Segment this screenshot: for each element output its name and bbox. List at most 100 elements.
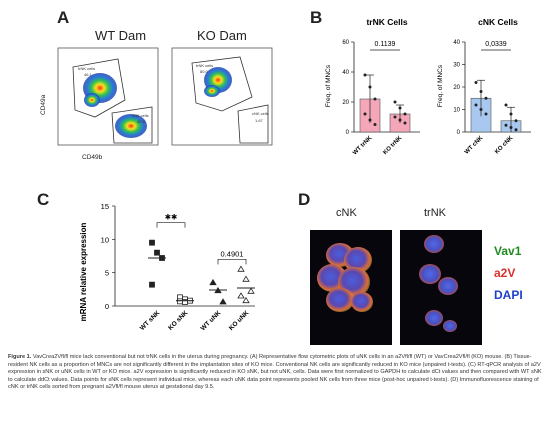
chart-c-ylabel: mRNA relative expression (79, 222, 88, 321)
b1-tick-label: 20 (342, 100, 349, 106)
b2-tick-label: 20 (453, 85, 460, 91)
c-point (219, 298, 227, 305)
panel-a-letter: A (57, 8, 70, 27)
b1-point (368, 118, 372, 122)
b1-pvalue: 0.1139 (375, 41, 396, 48)
c-category-label: WT sNK (139, 309, 162, 332)
ko-flow-plot: trNK cells 80.0 cNK cells 1.67 (171, 47, 273, 146)
b2-point (514, 119, 518, 123)
c-category-label: KO uNK (228, 309, 251, 332)
wt-trnk-gate-label: trNK cells (78, 66, 95, 71)
c-point (242, 275, 250, 282)
c-category-label: KO sNK (167, 309, 190, 332)
ko-cnk-gate-value: 1.67 (255, 118, 264, 123)
b2-point (474, 81, 478, 84)
c-category-label: WT uNK (200, 309, 223, 332)
chart-b1-ylabel: Freq. of MNCs (325, 64, 332, 107)
wt-flow-plot: trNK cells 46.1 cNK cells 42.5 (57, 47, 159, 146)
c-point (149, 239, 155, 246)
b2-tick-label: 10 (453, 108, 460, 114)
b2-point (484, 96, 488, 100)
b2-point (504, 123, 508, 127)
b2-point (504, 103, 508, 107)
b2-pvalue: 0,0339 (485, 41, 507, 48)
c-point (237, 292, 245, 299)
panel-c-letter: C (37, 190, 50, 209)
flow-xlabel: CD49b (82, 154, 103, 161)
flow-plots: trNK cells 46.1 cNK cells 42.5 trNK cell… (40, 47, 273, 161)
c-sig-unk-bracket (217, 258, 247, 265)
b1-tick-label: 60 (342, 40, 349, 46)
b1-point (363, 112, 367, 116)
legend-dapi: DAPI (494, 288, 523, 302)
b1-point (403, 121, 407, 125)
c-point (177, 298, 183, 305)
b2-point (514, 128, 518, 132)
c-point (237, 265, 245, 272)
b2-point (509, 112, 513, 116)
b2-point (474, 103, 478, 107)
c-tick-label: 5 (105, 269, 109, 278)
chart-b2: 0 10 20 30 40 WT cNK KO cNK 0,0339 (453, 40, 531, 156)
c-point (154, 249, 160, 256)
c-sig-unk-label: 0.4901 (221, 249, 244, 258)
chart-b2-ylabel: Freq. of MNCs (437, 64, 444, 107)
b1-point (393, 115, 397, 119)
panel-d-letter: D (298, 190, 311, 209)
ko-dam-title: KO Dam (197, 28, 247, 43)
c-sig-snk-bracket (156, 222, 186, 228)
b1-point (373, 123, 377, 126)
ko-cnk-gate-label: cNK cells (252, 111, 269, 116)
if-images (310, 230, 482, 345)
chart-b2-title: cNK Cells (478, 17, 518, 27)
b2-point (509, 126, 513, 129)
b1-point (368, 85, 372, 89)
b2-point (479, 108, 483, 111)
b1-tick-label: 0 (346, 130, 350, 136)
wt-cnk-gate-label: cNK cells (132, 113, 149, 118)
c-tick-label: 0 (105, 302, 109, 311)
chart-b1: 0 20 40 60 WT trNK KO trNK 0.1139 (342, 40, 420, 156)
chart-b1-title: trNK Cells (366, 17, 407, 27)
c-point (247, 287, 255, 294)
legend-a2v: a2V (494, 266, 516, 280)
caption-text: VavCrea2Vfl/fl mice lack conventional bu… (8, 354, 542, 391)
c-point (242, 296, 250, 304)
b2-point (484, 112, 488, 116)
if-legend: Vav1 a2V DAPI (494, 240, 523, 306)
wt-cnk-gate-value: 42.5 (137, 119, 146, 124)
b2-category-label: KO cNK (494, 135, 515, 156)
b1-point (398, 106, 402, 110)
b1-point (403, 112, 407, 116)
b1-point (363, 73, 367, 77)
b2-tick-label: 30 (453, 63, 460, 69)
c-tick-label: 10 (101, 235, 109, 244)
b1-category-label: WT trNK (352, 135, 374, 157)
b2-tick-label: 0 (457, 130, 461, 136)
b1-category-label: KO trNK (382, 135, 403, 156)
b1-point (393, 100, 397, 104)
b2-point (479, 90, 483, 93)
c-tick-label: 15 (101, 202, 109, 211)
legend-vav1: Vav1 (494, 244, 522, 258)
panel-b-charts: trNK Cells Freq. of MNCs 0 20 40 60 WT trNK K… (325, 17, 531, 156)
wt-trnk-gate-value: 46.1 (84, 72, 93, 77)
ko-trnk-gate-value: 80.0 (200, 69, 209, 74)
panel-d-title-trnk: trNK (424, 207, 446, 219)
c-sig-snk-label: ✱✱ (165, 213, 178, 222)
wt-cnk-cluster (115, 114, 147, 138)
caption-label: Figure 1. (8, 354, 32, 360)
b2-category-label: WT cNK (464, 135, 485, 156)
b2-tick-label: 40 (453, 40, 460, 46)
figure-caption: Figure 1. VavCrea2Vfl/fl mice lack conve… (8, 354, 544, 392)
c-point (209, 278, 217, 286)
b1-tick-label: 40 (342, 70, 349, 76)
chart-c: 0 5 10 15 WT sNK KO sNK WT uNK KO uNK ✱✱ 0.4901 (101, 202, 255, 332)
c-point (149, 281, 155, 288)
wt-dam-title: WT Dam (95, 28, 147, 43)
c-point (182, 299, 188, 305)
flow-ylabel: CD49a (40, 94, 47, 115)
panel-d-title-cnk: cNK (336, 207, 357, 219)
b1-point (373, 97, 377, 101)
ko-trnk-gate-label: trNK cells (196, 63, 213, 68)
